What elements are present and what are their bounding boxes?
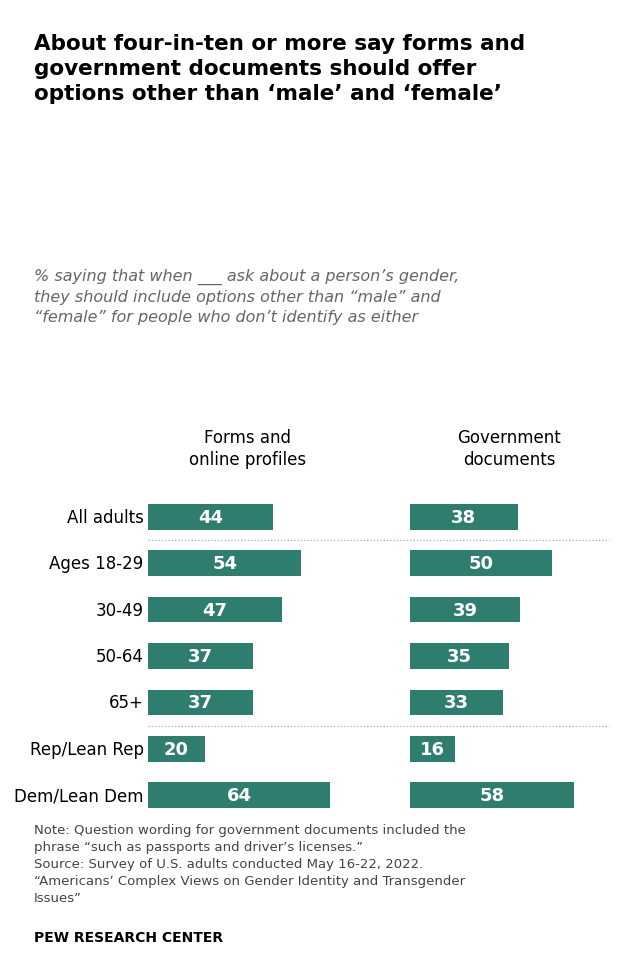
Text: Rep/Lean Rep: Rep/Lean Rep — [30, 740, 144, 758]
Text: Forms and
online profiles: Forms and online profiles — [189, 428, 306, 469]
Text: Note: Question wording for government documents included the
phrase “such as pas: Note: Question wording for government do… — [34, 824, 466, 905]
Text: 58: 58 — [479, 786, 505, 804]
Bar — [148, 551, 301, 576]
Text: 33: 33 — [444, 694, 469, 711]
Bar — [148, 690, 253, 715]
Bar — [410, 644, 509, 669]
Bar — [410, 597, 520, 622]
Text: PEW RESEARCH CENTER: PEW RESEARCH CENTER — [34, 930, 223, 944]
Text: 20: 20 — [164, 740, 189, 758]
Bar — [410, 504, 518, 530]
Text: Ages 18-29: Ages 18-29 — [50, 555, 144, 573]
Bar — [410, 737, 455, 762]
Text: 16: 16 — [420, 740, 445, 758]
Text: Government
documents: Government documents — [457, 428, 561, 469]
Text: 64: 64 — [226, 786, 251, 804]
Bar — [148, 783, 330, 808]
Text: 39: 39 — [453, 601, 477, 619]
Text: 30-49: 30-49 — [95, 601, 144, 619]
Text: 35: 35 — [447, 648, 472, 665]
Bar — [148, 737, 205, 762]
Text: All adults: All adults — [67, 508, 144, 527]
Text: 44: 44 — [198, 508, 223, 527]
Bar — [410, 783, 575, 808]
Text: % saying that when ___ ask about a person’s gender,
they should include options : % saying that when ___ ask about a perso… — [34, 269, 459, 324]
Text: About four-in-ten or more say forms and
government documents should offer
option: About four-in-ten or more say forms and … — [34, 34, 525, 104]
Bar — [148, 504, 273, 530]
Bar — [148, 597, 281, 622]
Text: 37: 37 — [188, 648, 213, 665]
Text: Dem/Lean Dem: Dem/Lean Dem — [14, 786, 144, 804]
Text: 38: 38 — [451, 508, 476, 527]
Text: 65+: 65+ — [108, 694, 144, 711]
Bar — [410, 551, 552, 576]
Bar — [410, 690, 503, 715]
Text: 37: 37 — [188, 694, 213, 711]
Text: 50-64: 50-64 — [95, 648, 144, 665]
Text: 50: 50 — [468, 555, 493, 573]
Text: 54: 54 — [212, 555, 237, 573]
Bar — [148, 644, 253, 669]
Text: 47: 47 — [202, 601, 227, 619]
